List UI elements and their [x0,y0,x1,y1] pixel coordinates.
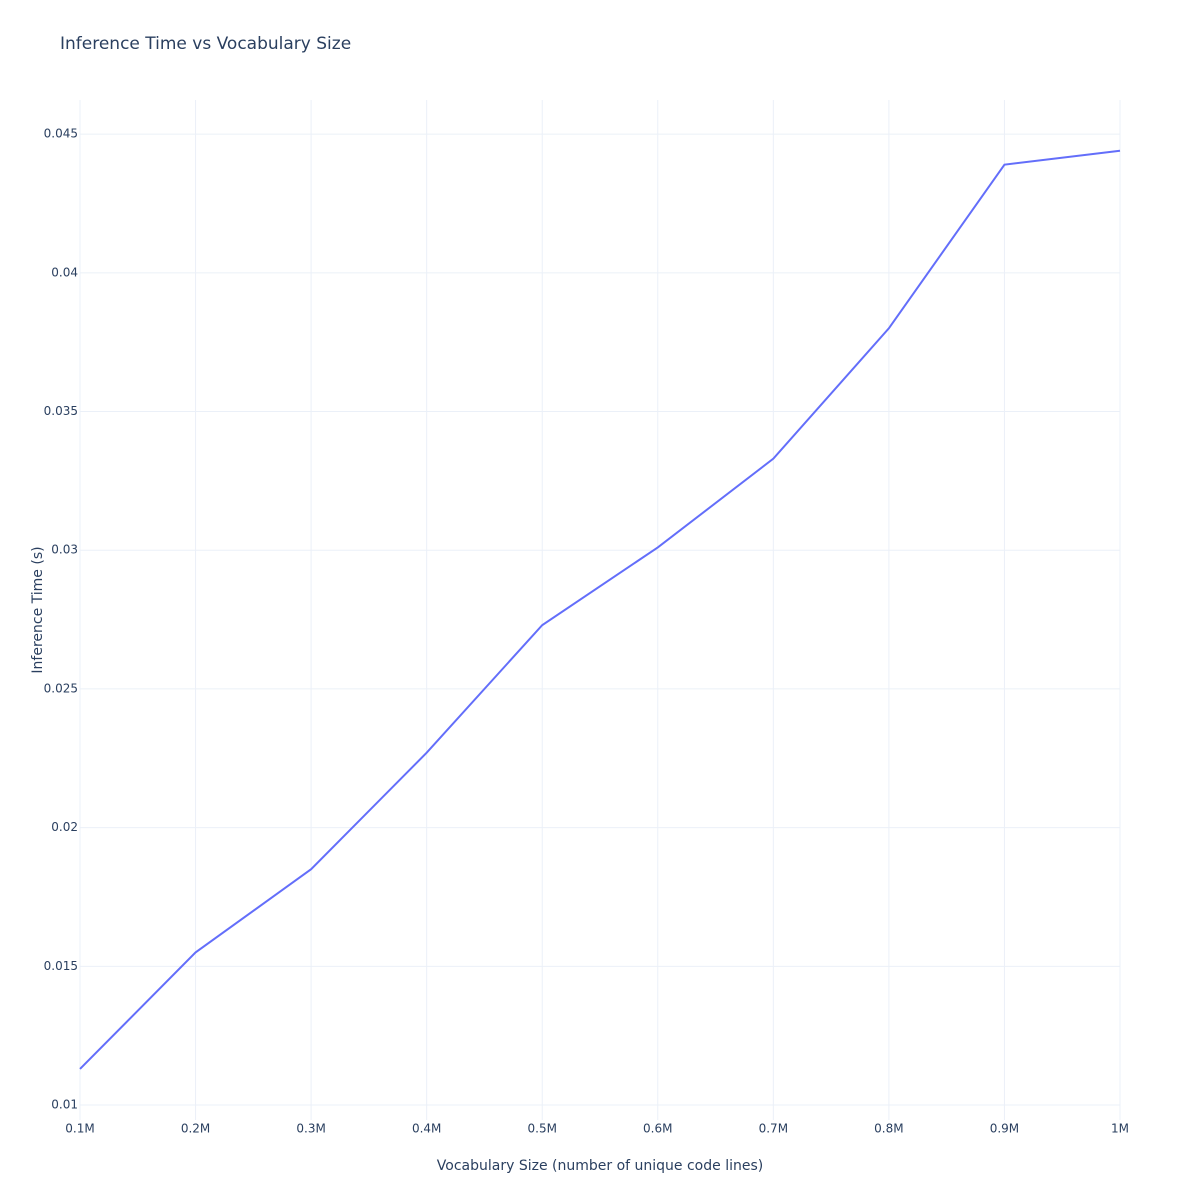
x-tick-label: 0.2M [181,1122,210,1136]
y-tick-label: 0.045 [44,127,78,141]
y-tick-label: 0.025 [44,681,78,695]
y-axis-title: Inference Time (s) [30,546,46,673]
y-tick-label: 0.015 [44,959,78,973]
x-tick-label: 0.1M [65,1122,94,1136]
x-tick-label: 0.9M [990,1122,1019,1136]
y-tick-label: 0.01 [51,1098,78,1112]
x-tick-label: 0.4M [412,1122,441,1136]
x-tick-label: 0.3M [296,1122,325,1136]
x-axis-title: Vocabulary Size (number of unique code l… [437,1158,763,1174]
y-tick-label: 0.02 [51,820,78,834]
chart-title: Inference Time vs Vocabulary Size [60,34,351,54]
x-tick-label: 0.7M [759,1122,788,1136]
x-tick-label: 1M [1111,1122,1129,1136]
x-tick-label: 0.5M [528,1122,557,1136]
y-tick-label: 0.035 [44,404,78,418]
y-tick-label: 0.03 [51,543,78,557]
x-tick-label: 0.6M [643,1122,672,1136]
data-line [79,149,1121,1070]
y-tick-label: 0.04 [51,265,78,279]
x-tick-label: 0.8M [874,1122,903,1136]
